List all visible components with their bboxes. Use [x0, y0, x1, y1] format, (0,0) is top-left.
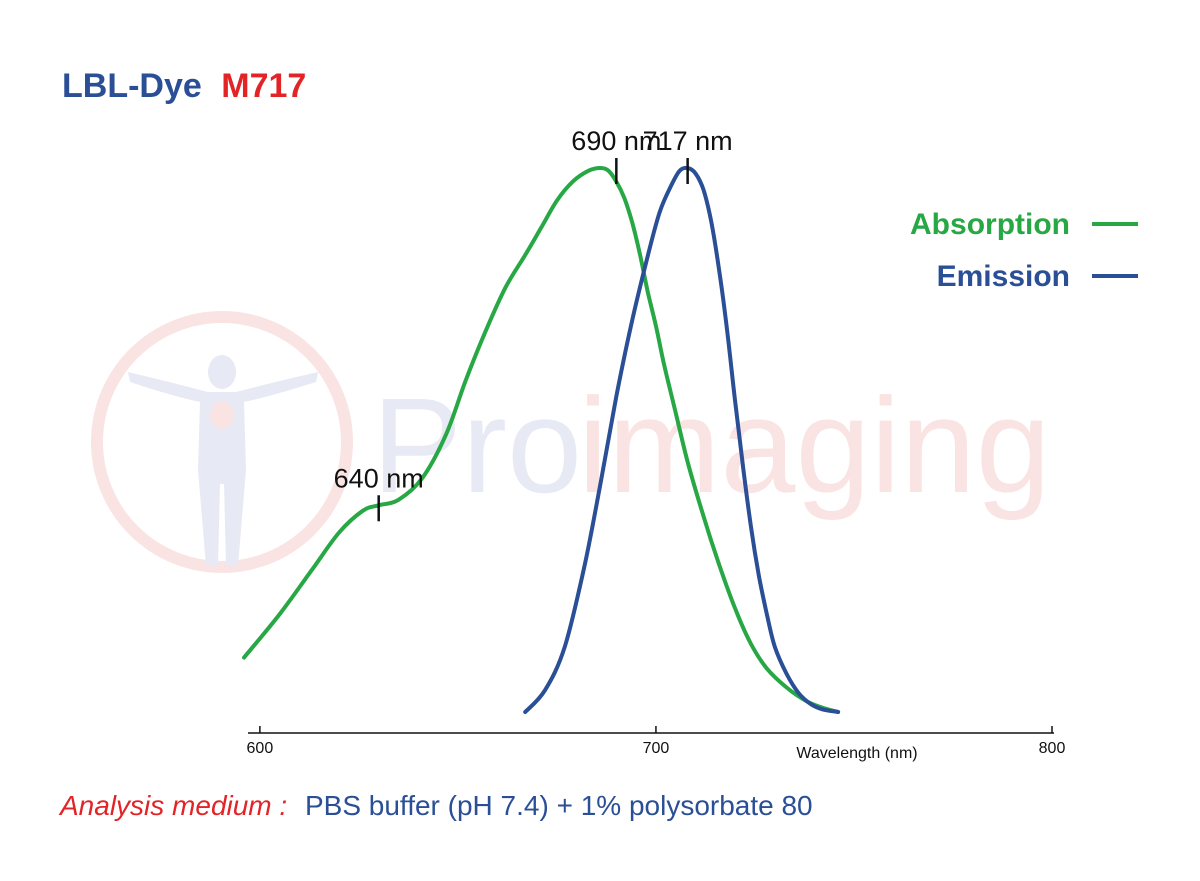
watermark-logo-ring — [91, 311, 353, 573]
analysis-medium: Analysis medium : PBS buffer (pH 7.4) + … — [58, 790, 813, 821]
peak-label: 640 nm — [334, 463, 424, 493]
x-tick-label: 800 — [1039, 740, 1066, 757]
x-tick-label: 600 — [247, 740, 274, 757]
series-line-absorption — [242, 166, 841, 714]
plot-area — [242, 165, 841, 714]
x-axis-label: Wavelength (nm) — [796, 745, 917, 762]
analysis-medium-label: Analysis medium : — [58, 790, 287, 821]
peak-label: 690 nm — [571, 126, 661, 156]
series-line-emission — [523, 165, 841, 714]
chart-title-code: M717 — [221, 67, 306, 105]
chart-legend: Absorption Emission — [910, 208, 1138, 293]
watermark-text-part2: imaging — [578, 370, 1051, 521]
chart-title-dye: LBL-Dye — [62, 67, 202, 105]
legend-label-absorption: Absorption — [910, 208, 1070, 241]
peak-label: 717 nm — [643, 126, 733, 156]
watermark-logo-figure — [128, 355, 318, 566]
analysis-medium-value: PBS buffer (pH 7.4) + 1% polysorbate 80 — [305, 790, 813, 821]
watermark: Pro imaging — [91, 311, 1051, 573]
legend-label-emission: Emission — [937, 260, 1070, 293]
chart-title: LBL-Dye M717 — [62, 67, 306, 105]
x-axis: 600 700 800 Wavelength (nm) — [247, 726, 1066, 762]
x-tick-label: 700 — [643, 740, 670, 757]
